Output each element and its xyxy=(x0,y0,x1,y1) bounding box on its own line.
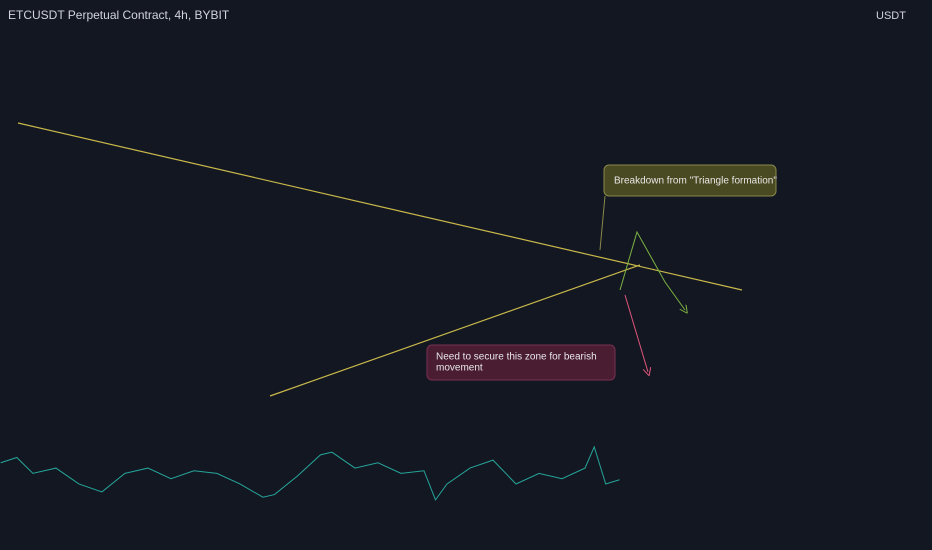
callout-text: Breakdown from "Triangle formation" xyxy=(614,176,777,187)
drawings: Breakdown from "Triangle formation" Need… xyxy=(17,122,777,397)
note-box xyxy=(426,344,616,381)
bearish-arrow xyxy=(624,294,648,372)
callout-pointer xyxy=(599,195,606,251)
note-text: Need to secure this zone for bearish xyxy=(436,352,597,363)
price-axis xyxy=(862,0,932,550)
callout-box xyxy=(603,164,777,197)
oscillator-line xyxy=(0,445,620,501)
bullish-arrow xyxy=(619,230,685,310)
upper-trendline xyxy=(17,122,743,291)
currency-label: USDT xyxy=(876,10,906,22)
lower-trendline xyxy=(269,264,641,397)
note-text: movement xyxy=(436,363,483,374)
chart-title: ETCUSDT Perpetual Contract, 4h, BYBIT xyxy=(8,8,230,22)
plot xyxy=(0,445,620,501)
